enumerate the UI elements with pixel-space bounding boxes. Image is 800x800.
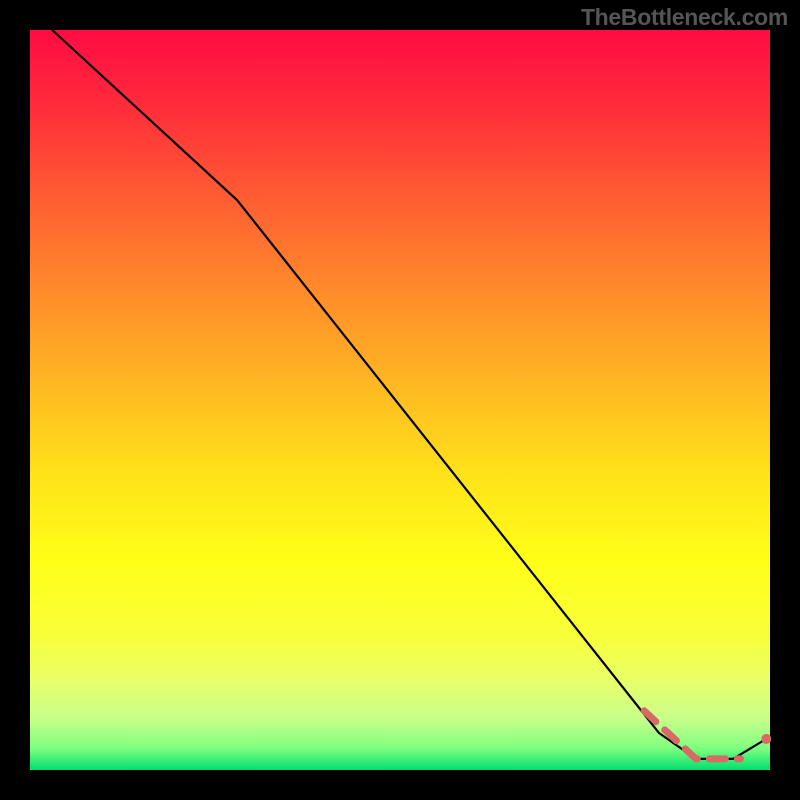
- bottleneck-chart: [0, 0, 800, 800]
- plot-background: [30, 30, 770, 770]
- end-marker: [761, 734, 771, 744]
- chart-container: TheBottleneck.com: [0, 0, 800, 800]
- watermark-text: TheBottleneck.com: [581, 4, 788, 31]
